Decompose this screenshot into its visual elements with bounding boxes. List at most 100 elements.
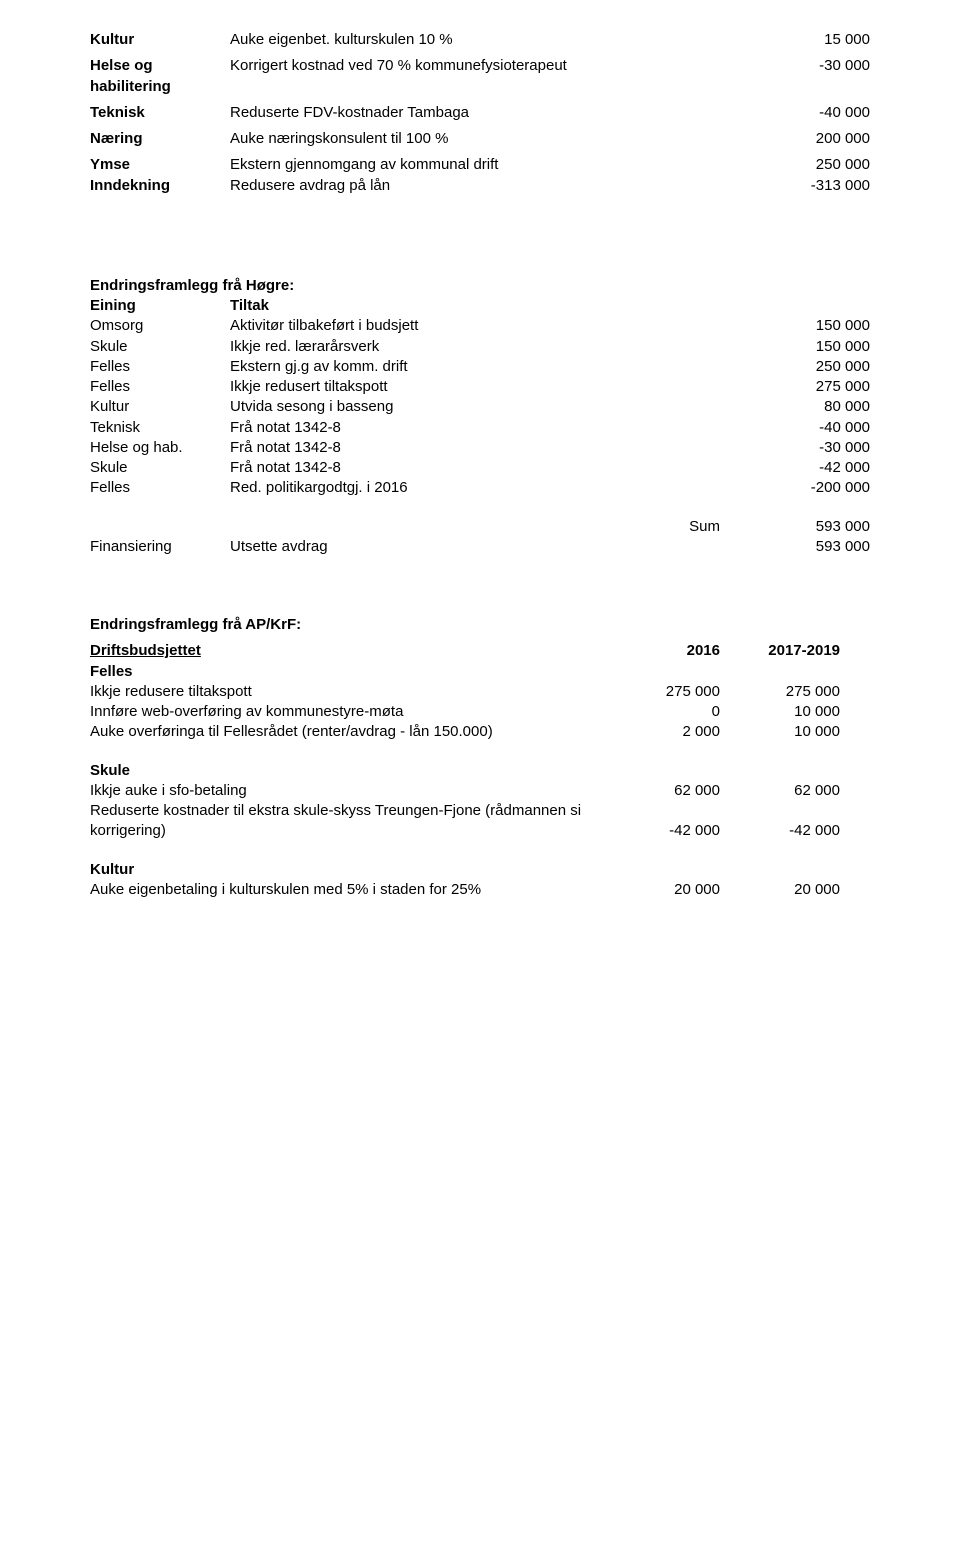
c1: 20 000 bbox=[610, 880, 720, 900]
desc: Auke næringskonsulent til 100 % bbox=[230, 129, 760, 149]
c1: 275 000 bbox=[610, 682, 720, 702]
value: -30 000 bbox=[760, 56, 870, 97]
desc: Ekstern gjennomgang av kommunal drift bbox=[230, 155, 760, 175]
c1: 62 000 bbox=[610, 781, 720, 801]
value: -40 000 bbox=[760, 103, 870, 123]
felles-heading: Felles bbox=[90, 662, 870, 682]
c2: 275 000 bbox=[720, 682, 840, 702]
label: Teknisk bbox=[90, 103, 230, 123]
skule-heading: Skule bbox=[90, 761, 870, 781]
value: 15 000 bbox=[760, 30, 870, 50]
desc: Aktivitør tilbakeført i budsjett bbox=[230, 316, 760, 336]
label: Felles bbox=[90, 377, 230, 397]
desc: Frå notat 1342-8 bbox=[230, 458, 760, 478]
label: Inndekning bbox=[90, 176, 230, 196]
label: Helse og habilitering bbox=[90, 56, 230, 97]
label: Auke eigenbetaling i kulturskulen med 5%… bbox=[90, 880, 610, 900]
label: Ikkje redusere tiltakspott bbox=[90, 682, 610, 702]
row-felles2: Felles Ikkje redusert tiltakspott 275 00… bbox=[90, 377, 870, 397]
kultur-row-0: Auke eigenbetaling i kulturskulen med 5%… bbox=[90, 880, 870, 900]
row-felles3: Felles Red. politikargodtgj. i 2016 -200… bbox=[90, 478, 870, 498]
c2: 10 000 bbox=[720, 722, 840, 742]
label: Helse og hab. bbox=[90, 438, 230, 458]
drift-c2: 2017-2019 bbox=[720, 641, 840, 661]
section-1: Kultur Auke eigenbet. kulturskulen 10 % … bbox=[90, 30, 870, 196]
label: Felles bbox=[90, 478, 230, 498]
label: Kultur bbox=[90, 30, 230, 50]
row-skule1: Skule Ikkje red. lærarårsverk 150 000 bbox=[90, 337, 870, 357]
row-inndekning: Inndekning Redusere avdrag på lån -313 0… bbox=[90, 176, 870, 196]
desc: Utvida sesong i basseng bbox=[230, 397, 760, 417]
desc: Auke eigenbet. kulturskulen 10 % bbox=[230, 30, 760, 50]
row-teknisk: Teknisk Reduserte FDV-kostnader Tambaga … bbox=[90, 103, 870, 123]
row-naering: Næring Auke næringskonsulent til 100 % 2… bbox=[90, 129, 870, 149]
row-kultur2: Kultur Utvida sesong i basseng 80 000 bbox=[90, 397, 870, 417]
c2: 10 000 bbox=[720, 702, 840, 722]
drift-c1: 2016 bbox=[610, 641, 720, 661]
label: Næring bbox=[90, 129, 230, 149]
row-omsorg: Omsorg Aktivitør tilbakeført i budsjett … bbox=[90, 316, 870, 336]
section-apkrf: Endringsframlegg frå AP/KrF: Driftsbudsj… bbox=[90, 615, 870, 900]
skule-row-1: Reduserte kostnader til ekstra skule-sky… bbox=[90, 801, 870, 842]
label: Omsorg bbox=[90, 316, 230, 336]
row-felles1: Felles Ekstern gj.g av komm. drift 250 0… bbox=[90, 357, 870, 377]
value: -42 000 bbox=[760, 458, 870, 478]
desc: Frå notat 1342-8 bbox=[230, 418, 760, 438]
value: 250 000 bbox=[760, 357, 870, 377]
desc: Red. politikargodtgj. i 2016 bbox=[230, 478, 760, 498]
felles-row-2: Auke overføringa til Fellesrådet (renter… bbox=[90, 722, 870, 742]
value: -30 000 bbox=[760, 438, 870, 458]
value: 250 000 bbox=[760, 155, 870, 175]
label: Skule bbox=[90, 458, 230, 478]
value: 80 000 bbox=[760, 397, 870, 417]
row-finans: Finansiering Utsette avdrag 593 000 bbox=[90, 537, 870, 557]
row-helse: Helse og habilitering Korrigert kostnad … bbox=[90, 56, 870, 97]
desc: Ekstern gj.g av komm. drift bbox=[230, 357, 760, 377]
row-sum: Sum 593 000 bbox=[90, 517, 870, 537]
value: 275 000 bbox=[760, 377, 870, 397]
drift-label: Driftsbudsjettet bbox=[90, 641, 610, 661]
c2: 62 000 bbox=[720, 781, 840, 801]
label: Felles bbox=[90, 357, 230, 377]
label: Skule bbox=[90, 337, 230, 357]
desc: Redusere avdrag på lån bbox=[230, 176, 760, 196]
value: 593 000 bbox=[760, 537, 870, 557]
label: Teknisk bbox=[90, 418, 230, 438]
row-skule2: Skule Frå notat 1342-8 -42 000 bbox=[90, 458, 870, 478]
felles-row-1: Innføre web-overføring av kommunestyre-m… bbox=[90, 702, 870, 722]
label: Innføre web-overføring av kommunestyre-m… bbox=[90, 702, 610, 722]
desc: Korrigert kostnad ved 70 % kommunefysiot… bbox=[230, 56, 760, 97]
label: Reduserte kostnader til ekstra skule-sky… bbox=[90, 801, 610, 842]
apkrf-title: Endringsframlegg frå AP/KrF: bbox=[90, 615, 870, 635]
kultur-heading: Kultur bbox=[90, 860, 870, 880]
row-helsehab: Helse og hab. Frå notat 1342-8 -30 000 bbox=[90, 438, 870, 458]
skule-row-0: Ikkje auke i sfo-betaling 62 000 62 000 bbox=[90, 781, 870, 801]
felles-row-0: Ikkje redusere tiltakspott 275 000 275 0… bbox=[90, 682, 870, 702]
section-hogre: Endringsframlegg frå Høgre: Eining Tilta… bbox=[90, 276, 870, 557]
desc: Frå notat 1342-8 bbox=[230, 438, 760, 458]
row-ymse: Ymse Ekstern gjennomgang av kommunal dri… bbox=[90, 155, 870, 175]
header-tiltak: Tiltak bbox=[230, 296, 760, 316]
label: Ikkje auke i sfo-betaling bbox=[90, 781, 610, 801]
sum-label: Sum bbox=[689, 518, 720, 535]
label: Kultur bbox=[90, 397, 230, 417]
row-kultur: Kultur Auke eigenbet. kulturskulen 10 % … bbox=[90, 30, 870, 50]
drift-header-row: Driftsbudsjettet 2016 2017-2019 bbox=[90, 641, 870, 661]
value: 150 000 bbox=[760, 337, 870, 357]
c1: 0 bbox=[610, 702, 720, 722]
hogre-header: Eining Tiltak bbox=[90, 296, 870, 316]
label: Ymse bbox=[90, 155, 230, 175]
desc: Ikkje red. lærarårsverk bbox=[230, 337, 760, 357]
c1: 2 000 bbox=[610, 722, 720, 742]
hogre-title: Endringsframlegg frå Høgre: bbox=[90, 276, 870, 296]
sum-value: 593 000 bbox=[760, 517, 870, 537]
c1: -42 000 bbox=[610, 821, 720, 841]
value: -313 000 bbox=[760, 176, 870, 196]
header-eining: Eining bbox=[90, 296, 230, 316]
label: Auke overføringa til Fellesrådet (renter… bbox=[90, 722, 610, 742]
desc: Ikkje redusert tiltakspott bbox=[230, 377, 760, 397]
desc: Utsette avdrag bbox=[230, 537, 760, 557]
value: 150 000 bbox=[760, 316, 870, 336]
value: -40 000 bbox=[760, 418, 870, 438]
value: -200 000 bbox=[760, 478, 870, 498]
